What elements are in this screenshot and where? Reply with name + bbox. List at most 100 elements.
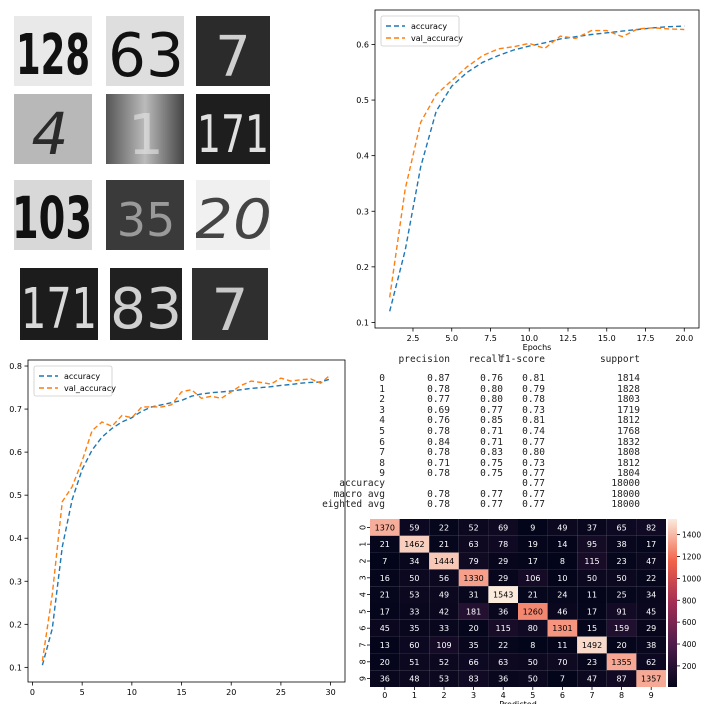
- legend-label: accuracy: [411, 22, 447, 31]
- y-tick-label: 0.2: [9, 620, 22, 629]
- heatmap-cell-label: 31: [469, 591, 479, 600]
- heatmap-cell-label: 65: [617, 523, 627, 532]
- heatmap-cell: [399, 636, 430, 654]
- heatmap-cell: [518, 552, 548, 570]
- heatmap-cell: [547, 519, 578, 536]
- report-cell: 18000: [611, 478, 640, 489]
- heatmap-cell-label: 29: [498, 574, 508, 583]
- heatmap-cell: [370, 619, 400, 637]
- y-tick-label: 0.6: [356, 40, 369, 49]
- heatmap-cell-label: 46: [557, 607, 567, 616]
- heatmap-cell: [636, 619, 666, 637]
- heatmap-cell: [518, 535, 548, 553]
- heatmap-cell: [606, 670, 637, 687]
- heatmap-cell: [370, 552, 400, 570]
- report-row-label: 9: [379, 468, 385, 480]
- heatmap-cell: [636, 519, 666, 536]
- report-cell: 0.77: [522, 488, 545, 500]
- heatmap-cell-label: 36: [498, 675, 508, 684]
- heatmap-cell: [577, 569, 607, 587]
- heatmap-x-tick-label: 8: [619, 691, 624, 700]
- heatmap-cell-label: 45: [380, 624, 390, 633]
- heatmap-cell-label: 38: [617, 540, 627, 549]
- digit-sample-text: 20: [196, 188, 270, 250]
- heatmap-cell-label: 62: [646, 658, 656, 667]
- report-cell: 0.77: [522, 436, 545, 448]
- heatmap-cell: [370, 569, 400, 587]
- heatmap-cell: [547, 670, 578, 687]
- report-cell: 0.80: [480, 394, 503, 406]
- colorbar-tick-label: 600: [682, 618, 697, 627]
- x-tick-label: 17.5: [637, 334, 655, 343]
- heatmap-y-tick-label: 6: [359, 626, 368, 631]
- heatmap-cell: [429, 552, 459, 570]
- heatmap-cell: [399, 552, 430, 570]
- report-cell: 0.77: [522, 499, 545, 511]
- heatmap-cell-label: 52: [439, 658, 449, 667]
- heatmap-y-tick-label: 9: [359, 676, 368, 681]
- heatmap-cell: [636, 603, 666, 620]
- heatmap-cell-label: 115: [496, 624, 511, 633]
- x-tick-label: 15: [176, 688, 186, 697]
- report-cell: 1803: [617, 394, 640, 406]
- heatmap-cell: [518, 670, 548, 687]
- digit-sample: 7: [192, 268, 268, 340]
- heatmap-cell: [547, 569, 578, 587]
- y-tick-label: 0.4: [9, 534, 22, 543]
- report-cell: 0.85: [480, 415, 503, 427]
- series-line-val-accuracy: [41, 374, 332, 662]
- report-cell: 1814: [617, 373, 640, 384]
- heatmap-cell-label: 29: [498, 557, 508, 566]
- heatmap-cell: [370, 535, 400, 553]
- heatmap-cell-label: 1301: [552, 624, 572, 633]
- heatmap-cell: [399, 619, 430, 637]
- heatmap-cell-label: 60: [409, 641, 419, 650]
- heatmap-cell-label: 33: [409, 607, 419, 616]
- heatmap-cell-label: 25: [617, 591, 627, 600]
- digit-sample-text: 103: [14, 184, 92, 250]
- report-cell: 1719: [617, 404, 640, 416]
- heatmap-cell-label: 23: [617, 557, 627, 566]
- heatmap-cell-label: 87: [617, 675, 627, 684]
- heatmap-cell-label: 49: [439, 591, 449, 600]
- heatmap-cell-label: 79: [469, 557, 479, 566]
- heatmap-cell-label: 11: [557, 641, 567, 650]
- heatmap-x-tick-label: 7: [589, 691, 594, 700]
- y-tick-label: 0.3: [356, 207, 369, 216]
- plot-frame: [374, 9, 700, 329]
- heatmap-cell-label: 50: [528, 658, 538, 667]
- legend-box: [33, 365, 113, 397]
- report-cell: 0.77: [480, 404, 503, 416]
- heatmap-cell-label: 16: [380, 574, 390, 583]
- digit-sample-text: 35: [117, 193, 176, 247]
- heatmap-cell: [429, 535, 459, 553]
- report-cell: 0.75: [480, 468, 503, 480]
- report-cell: 0.78: [427, 426, 450, 437]
- report-cell: 0.73: [522, 457, 545, 469]
- heatmap-cell: [577, 636, 607, 654]
- report-cell: 0.78: [427, 488, 450, 500]
- heatmap-cell-label: 1543: [493, 591, 513, 600]
- heatmap-x-tick-label: 3: [471, 691, 476, 700]
- y-tick-label: 0.8: [9, 362, 22, 371]
- heatmap-cell-label: 36: [380, 675, 390, 684]
- heatmap-cell-label: 50: [409, 574, 419, 583]
- classification-report: precision recall f1-score support 0 0.87 0.76 0…: [322, 352, 655, 512]
- heatmap-cell-label: 51: [409, 658, 419, 667]
- heatmap-cell-label: 23: [587, 658, 597, 667]
- heatmap-cell: [606, 569, 637, 587]
- colorbar-tick-label: 200: [682, 662, 697, 671]
- legend-label: val_accuracy: [411, 34, 463, 43]
- heatmap-cell: [370, 603, 400, 620]
- report-cell: 1812: [617, 415, 640, 427]
- heatmap-cell: [606, 519, 637, 536]
- heatmap-cell-label: 52: [469, 523, 479, 532]
- report-cell: 0.78: [522, 394, 545, 406]
- heatmap-cell: [488, 619, 518, 637]
- heatmap-cell-label: 17: [646, 540, 656, 549]
- heatmap-cell-label: 37: [587, 523, 597, 532]
- report-cell: 0.78: [427, 499, 450, 511]
- heatmap-cell-label: 1260: [523, 607, 543, 616]
- heatmap-cell: [577, 519, 607, 536]
- heatmap-cell: [429, 619, 459, 637]
